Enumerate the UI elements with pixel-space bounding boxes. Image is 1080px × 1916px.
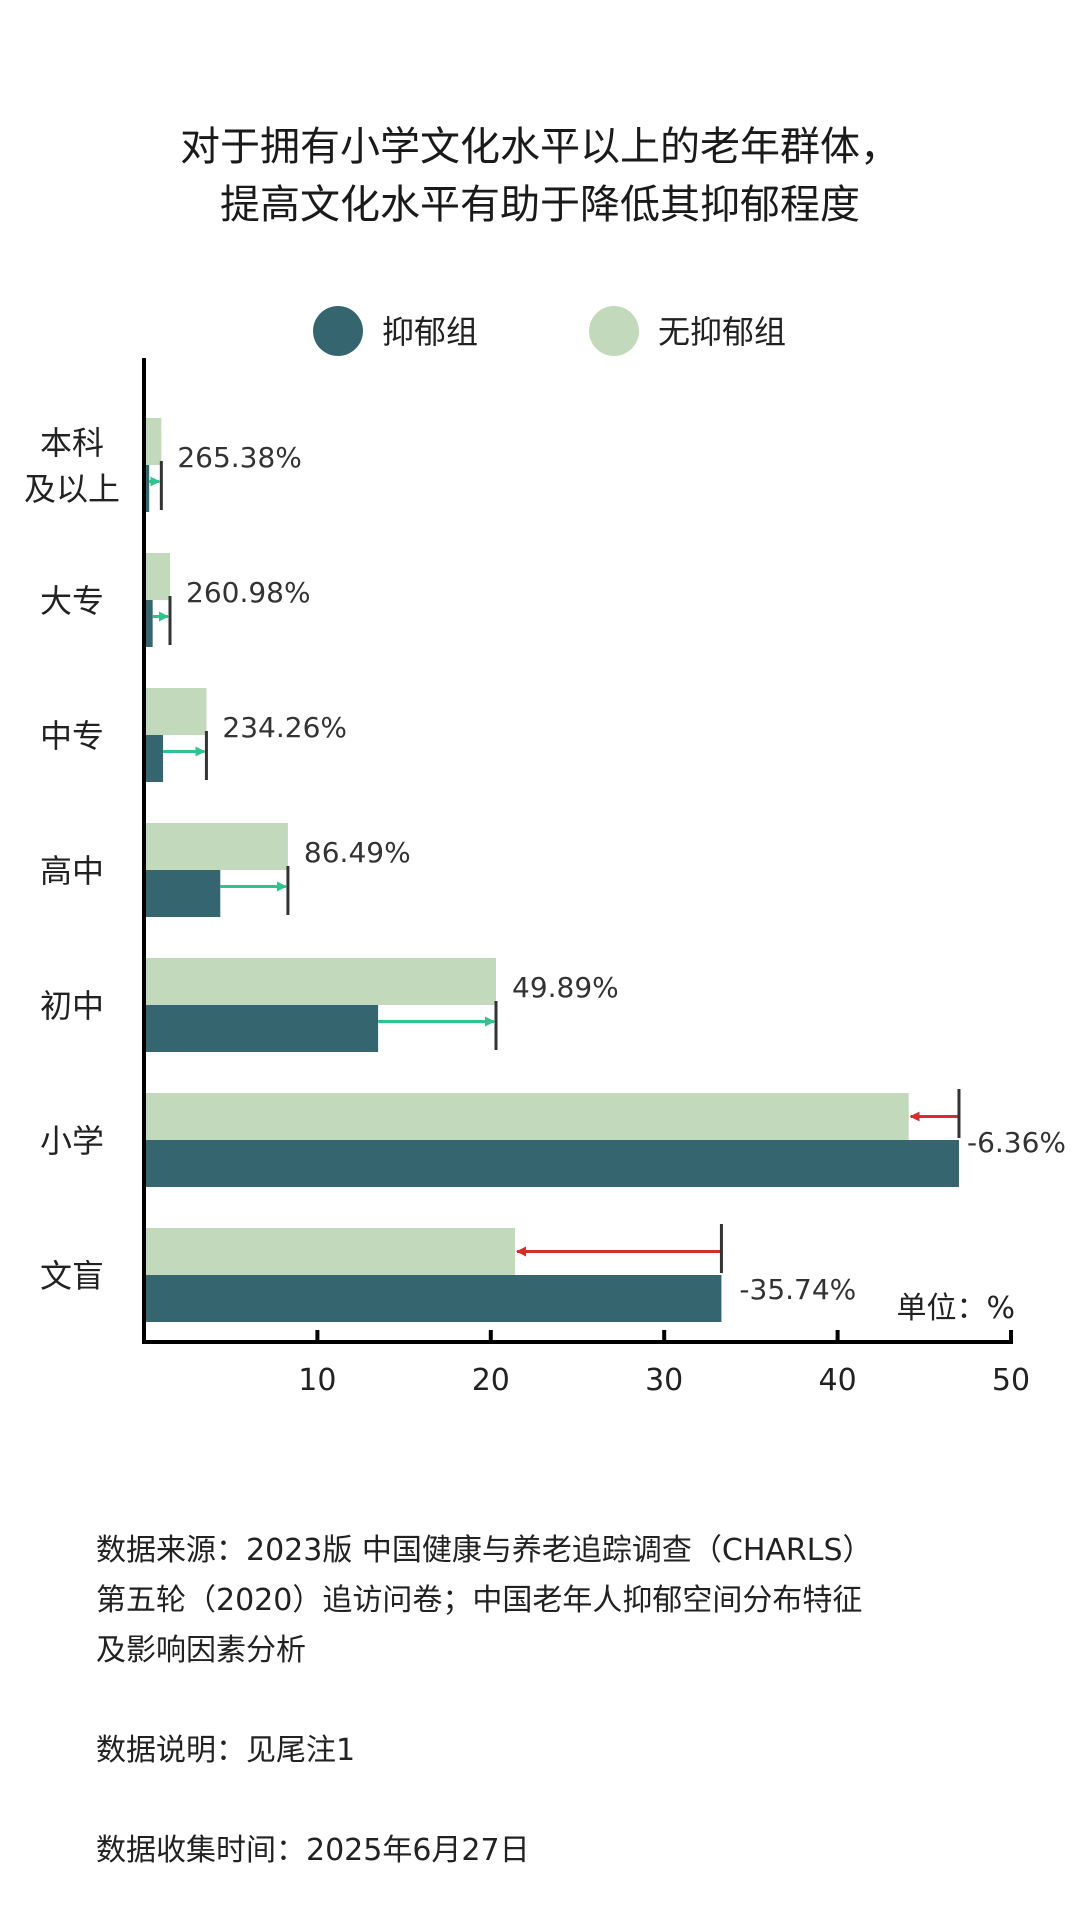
x-tick-label-0: 10 [298,1363,336,1398]
change-label-0: 265.38% [177,441,302,474]
bar-depressed-0 [144,465,150,512]
x-tick-label-2: 30 [645,1363,683,1398]
legend-swatch-1 [589,306,639,356]
bar-nondepressed-2 [144,688,207,735]
category-label-1: 大专 [40,582,104,620]
unit-label: 单位：% [896,1291,1015,1326]
change-label-3: 86.49% [304,836,411,869]
category-label-5: 小学 [40,1122,104,1160]
legend-swatch-0 [313,306,363,356]
chart-title: 对于拥有小学文化水平以上的老年群体， 提高文化水平有助于降低其抑郁程度 [0,118,1080,234]
x-tick-label-1: 20 [472,1363,510,1398]
data-source: 数据来源：2023版 中国健康与养老追踪调查（CHARLS） 第五轮（2020）… [96,1533,873,1668]
chart-footer: 数据来源：2023版 中国健康与养老追踪调查（CHARLS） 第五轮（2020）… [96,1526,996,1876]
bar-depressed-5 [144,1140,959,1187]
category-label-6: 文盲 [40,1257,104,1295]
change-label-5: -6.36% [967,1126,1066,1159]
bar-nondepressed-0 [144,418,162,465]
bar-nondepressed-6 [144,1228,516,1275]
bar-depressed-4 [144,1005,379,1052]
bar-nondepressed-4 [144,958,497,1005]
change-label-2: 234.26% [222,711,347,744]
data-date: 数据收集时间：2025年6月27日 [96,1833,530,1868]
chart-title-text: 对于拥有小学文化水平以上的老年群体， 提高文化水平有助于降低其抑郁程度 [180,124,900,228]
bar-depressed-6 [144,1275,722,1322]
x-tick-label-4: 50 [992,1363,1030,1398]
category-label-3: 高中 [40,852,104,890]
legend-label-0: 抑郁组 [382,313,478,351]
change-label-1: 260.98% [186,576,311,609]
category-label-2: 中专 [40,717,104,755]
bar-nondepressed-3 [144,823,288,870]
category-label-0-line-1: 及以上 [24,470,120,508]
change-label-6: -35.74% [739,1273,856,1306]
category-label-4: 初中 [40,987,104,1025]
bar-depressed-1 [144,600,153,647]
change-label-4: 49.89% [512,971,619,1004]
bar-depressed-2 [144,735,164,782]
x-tick-label-3: 40 [819,1363,857,1398]
bar-nondepressed-5 [144,1093,909,1140]
bar-depressed-3 [144,870,221,917]
legend-label-1: 无抑郁组 [658,313,786,351]
data-note: 数据说明：见尾注1 [96,1733,356,1768]
bar-nondepressed-1 [144,553,171,600]
category-label-0-line-0: 本科 [40,424,104,462]
